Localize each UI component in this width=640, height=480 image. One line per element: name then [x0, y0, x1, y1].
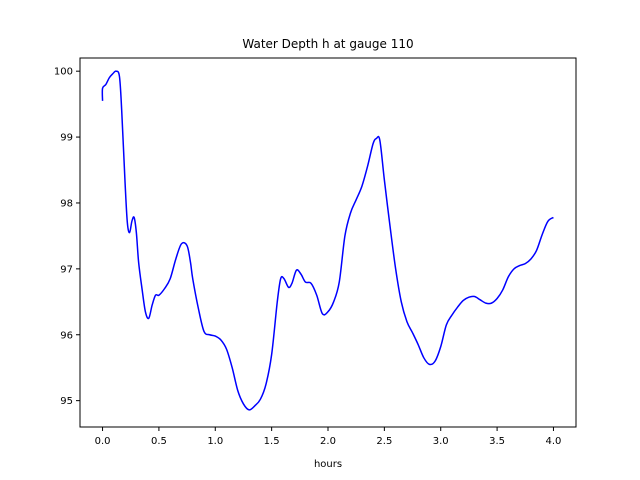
- x-tick-label: 0.5: [151, 436, 167, 447]
- y-tick-label: 95: [60, 396, 73, 407]
- y-tick-label: 98: [60, 198, 73, 209]
- x-tick-label: 3.0: [433, 436, 449, 447]
- x-axis-label: hours: [314, 459, 342, 470]
- x-tick-label: 2.5: [376, 436, 392, 447]
- plot-area: [101, 70, 554, 411]
- y-tick-label: 99: [60, 133, 73, 144]
- x-tick-label: 4.0: [546, 436, 562, 447]
- x-tick-label: 0.0: [95, 436, 111, 447]
- x-axis: 0.0 0.5 1.0 1.5 2.0 2.5 3.0 3.5 4.0: [95, 427, 562, 447]
- y-tick-label: 96: [60, 330, 73, 341]
- x-tick-label: 2.0: [320, 436, 336, 447]
- plot-frame: [79, 57, 577, 428]
- y-tick-label: 100: [54, 67, 73, 78]
- y-tick-label: 97: [60, 264, 73, 275]
- water-depth-series-line: [101, 70, 554, 411]
- x-tick-label: 1.0: [207, 436, 223, 447]
- chart-title: Water Depth h at gauge 110: [242, 37, 413, 51]
- x-tick-label: 1.5: [264, 436, 280, 447]
- y-axis: 95 96 97 98 99 100: [54, 67, 80, 407]
- x-tick-label: 3.5: [489, 436, 505, 447]
